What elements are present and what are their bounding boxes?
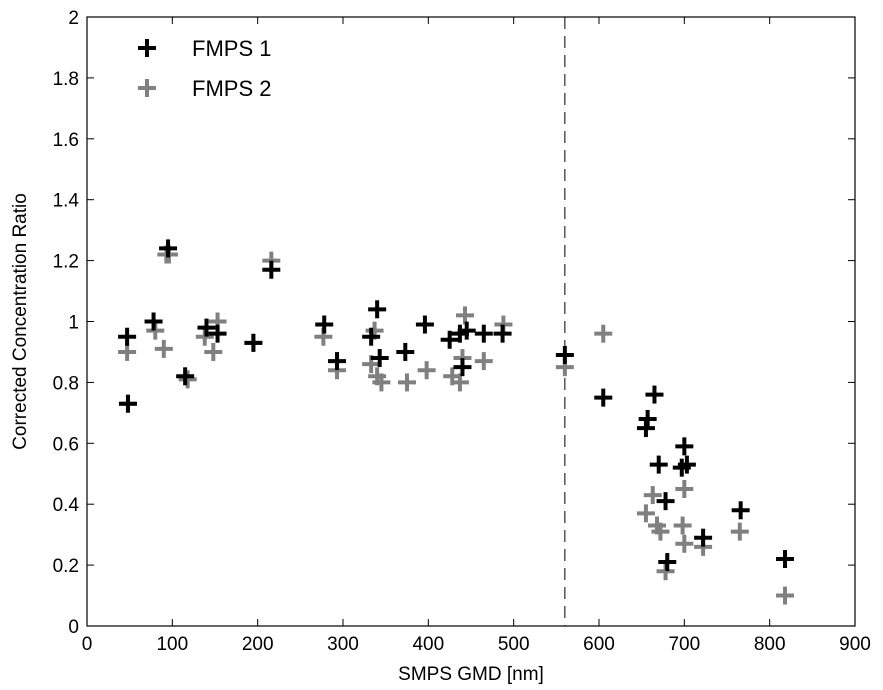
data-point [204,342,223,361]
data-point [643,486,662,505]
data-point [673,516,692,535]
data-point [118,327,137,346]
x-axis-title: SMPS GMD [nm] [398,664,544,685]
y-axis: 0 0.2 0.4 0.6 0.8 1 1.2 1.4 1.6 1.8 2 [53,8,855,638]
x-tick-label: 300 [327,634,359,655]
y-tick-label: 1.2 [53,252,79,273]
data-point [178,370,197,389]
legend-label: FMPS 2 [192,76,271,101]
x-tick-label: 100 [156,634,188,655]
data-point [159,239,178,258]
data-point [450,373,469,392]
legend-label: FMPS 1 [192,36,271,61]
data-point [649,455,668,474]
legend-item: FMPS 2 [138,76,271,101]
data-point [368,300,387,319]
data-point [645,385,664,404]
data-point [651,522,670,541]
data-point [456,306,475,325]
data-point [675,437,694,456]
data-point [594,324,613,343]
legend-marker [138,79,156,97]
data-point [118,342,137,361]
data-point [474,352,493,371]
legend-marker [138,39,156,57]
data-point [398,373,416,392]
legend-item: FMPS 1 [138,36,271,61]
x-tick-label: 200 [242,634,274,655]
x-tick-label: 0 [82,634,93,655]
data-point [457,321,476,340]
x-tick-label: 800 [754,634,786,655]
y-tick-label: 0.2 [53,556,79,577]
data-point [776,550,795,569]
data-point [370,349,389,368]
y-tick-label: 1 [68,313,79,334]
data-point [315,315,334,334]
data-point [675,479,694,498]
data-point [638,409,657,428]
data-point [208,324,227,343]
series-layer [118,239,795,605]
data-point [244,333,263,352]
data-point [396,342,415,361]
y-tick-label: 0.6 [53,434,79,455]
series-fmps-2 [118,245,795,605]
data-point [656,492,675,511]
legend: FMPS 1 FMPS 2 [138,36,271,101]
data-point [415,315,434,334]
data-point [144,312,163,331]
data-point [262,260,281,279]
data-point [694,528,713,547]
data-point [594,388,613,407]
data-point [675,534,694,553]
data-point [197,318,216,337]
y-tick-label: 1.6 [53,130,79,151]
data-point [730,522,749,541]
data-point [453,358,472,377]
series-fmps-1 [118,239,795,572]
data-point [118,394,137,413]
data-point [658,553,677,572]
y-tick-label: 0 [68,617,79,638]
data-point [362,327,381,346]
x-axis: 0 100 200 300 400 500 600 700 800 900 [82,17,871,655]
x-tick-label: 500 [498,634,530,655]
data-point [555,345,574,364]
data-point [328,352,347,371]
data-point [176,367,195,386]
data-point [372,373,391,392]
data-point [440,330,459,349]
x-tick-label: 600 [583,634,615,655]
data-point [493,324,512,343]
x-tick-label: 900 [839,634,871,655]
y-tick-label: 0.8 [53,373,79,394]
data-point [636,504,655,523]
y-tick-label: 1.4 [53,191,80,212]
data-point [474,324,493,343]
x-tick-label: 700 [668,634,700,655]
data-point [154,339,173,358]
data-point [677,455,696,474]
y-tick-label: 2 [68,8,79,29]
y-tick-label: 1.8 [53,69,79,90]
data-point [731,501,750,520]
x-tick-label: 400 [412,634,444,655]
y-axis-title: Corrected Concentration Ratio [10,193,31,450]
data-point [776,586,795,605]
data-point [417,361,436,380]
y-tick-label: 0.4 [53,495,80,516]
